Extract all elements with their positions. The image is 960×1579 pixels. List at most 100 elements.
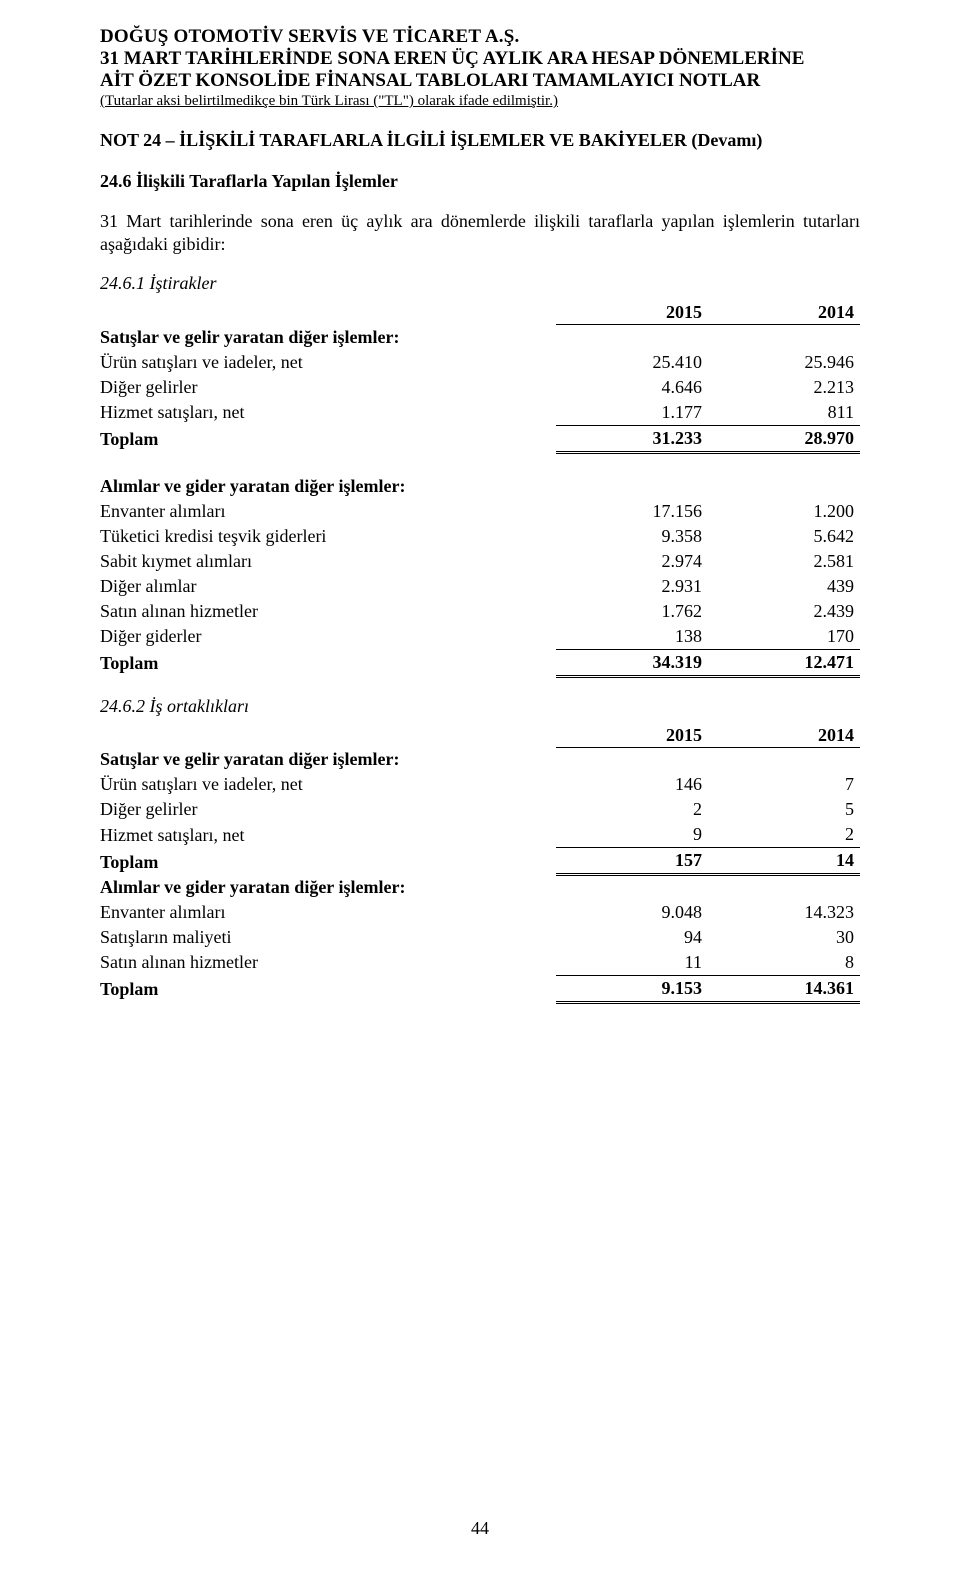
cell-label: Hizmet satışları, net [100, 822, 556, 848]
cell-label: Diğer alımlar [100, 574, 556, 599]
table-2: 2015 2014 Satışlar ve gelir yaratan diğe… [100, 723, 860, 1004]
table-1-purch-head: Alımlar ve gider yaratan diğer işlemler: [100, 474, 860, 499]
header-line-3: AİT ÖZET KONSOLİDE FİNANSAL TABLOLARI TA… [100, 70, 860, 92]
document-header: DOĞUŞ OTOMOTİV SERVİS VE TİCARET A.Ş. 31… [100, 26, 860, 110]
table-row: Satın alınan hizmetler 1.762 2.439 [100, 599, 860, 624]
table-row: Envanter alımları 17.156 1.200 [100, 499, 860, 524]
page-number: 44 [0, 1518, 960, 1539]
cell-value: 1.177 [556, 400, 708, 426]
cell-value: 2 [556, 797, 708, 822]
table-row: Diğer alımlar 2.931 439 [100, 574, 860, 599]
cell-value: 2.439 [708, 599, 860, 624]
table-row: Tüketici kredisi teşvik giderleri 9.358 … [100, 524, 860, 549]
table-1-heading: 24.6.1 İştirakler [100, 273, 860, 294]
cell-label: Envanter alımları [100, 499, 556, 524]
table-row: Satışların maliyeti 94 30 [100, 925, 860, 950]
cell-value: 170 [708, 624, 860, 650]
cell-value: 1.200 [708, 499, 860, 524]
cell-label: Hizmet satışları, net [100, 400, 556, 426]
note-24-title: NOT 24 – İLİŞKİLİ TARAFLARLA İLGİLİ İŞLE… [100, 130, 860, 151]
cell-value: 4.646 [556, 375, 708, 400]
cell-value: 14.323 [708, 900, 860, 925]
cell-value: 146 [556, 772, 708, 797]
table-row: Satın alınan hizmetler 11 8 [100, 950, 860, 976]
cell-label: Diğer gelirler [100, 797, 556, 822]
table-2-sales-total: Toplam 157 14 [100, 848, 860, 875]
table-2-year-2: 2014 [708, 723, 860, 748]
cell-value: 14 [708, 848, 860, 875]
cell-label: Satın alınan hizmetler [100, 599, 556, 624]
cell-label: Toplam [100, 425, 556, 452]
cell-label: Envanter alımları [100, 900, 556, 925]
cell-value: 17.156 [556, 499, 708, 524]
table-2-year-1: 2015 [556, 723, 708, 748]
cell-value: 2.581 [708, 549, 860, 574]
sub-24-6-body: 31 Mart tarihlerinde sona eren üç aylık … [100, 210, 860, 255]
table-1-year-2: 2014 [708, 300, 860, 325]
table-row: Envanter alımları 9.048 14.323 [100, 900, 860, 925]
cell-value: 25.946 [708, 350, 860, 375]
cell-value: 9.048 [556, 900, 708, 925]
cell-value: 34.319 [556, 649, 708, 676]
cell-value: 5 [708, 797, 860, 822]
cell-value: 14.361 [708, 975, 860, 1002]
table-row: Hizmet satışları, net 1.177 811 [100, 400, 860, 426]
cell-label: Ürün satışları ve iadeler, net [100, 772, 556, 797]
cell-value: 94 [556, 925, 708, 950]
cell-label: Tüketici kredisi teşvik giderleri [100, 524, 556, 549]
table-2-purch-head: Alımlar ve gider yaratan diğer işlemler: [100, 875, 860, 900]
table-2-sales-head: Satışlar ve gelir yaratan diğer işlemler… [100, 747, 860, 772]
company-name: DOĞUŞ OTOMOTİV SERVİS VE TİCARET A.Ş. [100, 26, 860, 48]
table-row: Ürün satışları ve iadeler, net 25.410 25… [100, 350, 860, 375]
table-1: 2015 2014 Satışlar ve gelir yaratan diğe… [100, 300, 860, 678]
table-row: Diğer giderler 138 170 [100, 624, 860, 650]
cell-label: Satışların maliyeti [100, 925, 556, 950]
cell-value: 2.213 [708, 375, 860, 400]
table-2-year-row: 2015 2014 [100, 723, 860, 748]
cell-label: Toplam [100, 848, 556, 875]
cell-value: 811 [708, 400, 860, 426]
cell-value: 2.974 [556, 549, 708, 574]
currency-note: (Tutarlar aksi belirtilmedikçe bin Türk … [100, 93, 860, 110]
table-1-purch-head-label: Alımlar ve gider yaratan diğer işlemler: [100, 474, 556, 499]
table-2-sales-head-label: Satışlar ve gelir yaratan diğer işlemler… [100, 747, 556, 772]
table-2-heading: 24.6.2 İş ortaklıkları [100, 696, 860, 717]
table-row: Sabit kıymet alımları 2.974 2.581 [100, 549, 860, 574]
table-1-year-row: 2015 2014 [100, 300, 860, 325]
sub-24-6-title: 24.6 İlişkili Taraflarla Yapılan İşlemle… [100, 171, 860, 192]
cell-value: 439 [708, 574, 860, 599]
cell-value: 157 [556, 848, 708, 875]
table-row: Diğer gelirler 2 5 [100, 797, 860, 822]
cell-value: 5.642 [708, 524, 860, 549]
cell-value: 8 [708, 950, 860, 976]
page: DOĞUŞ OTOMOTİV SERVİS VE TİCARET A.Ş. 31… [0, 0, 960, 1579]
table-1-year-1: 2015 [556, 300, 708, 325]
cell-value: 11 [556, 950, 708, 976]
table-row: Hizmet satışları, net 9 2 [100, 822, 860, 848]
cell-value: 2 [708, 822, 860, 848]
cell-value: 28.970 [708, 425, 860, 452]
cell-value: 138 [556, 624, 708, 650]
cell-label: Ürün satışları ve iadeler, net [100, 350, 556, 375]
cell-label: Satın alınan hizmetler [100, 950, 556, 976]
cell-value: 1.762 [556, 599, 708, 624]
cell-label: Diğer giderler [100, 624, 556, 650]
table-row: Diğer gelirler 4.646 2.213 [100, 375, 860, 400]
cell-value: 31.233 [556, 425, 708, 452]
cell-value: 2.931 [556, 574, 708, 599]
cell-label: Sabit kıymet alımları [100, 549, 556, 574]
table-1-sales-head: Satışlar ve gelir yaratan diğer işlemler… [100, 325, 860, 350]
table-1-purch-total: Toplam 34.319 12.471 [100, 649, 860, 676]
table-row: Ürün satışları ve iadeler, net 146 7 [100, 772, 860, 797]
cell-value: 9.358 [556, 524, 708, 549]
cell-value: 30 [708, 925, 860, 950]
table-1-sales-total: Toplam 31.233 28.970 [100, 425, 860, 452]
table-2-purch-total: Toplam 9.153 14.361 [100, 975, 860, 1002]
cell-value: 9 [556, 822, 708, 848]
header-line-2: 31 MART TARİHLERİNDE SONA EREN ÜÇ AYLIK … [100, 48, 860, 70]
cell-label: Toplam [100, 649, 556, 676]
cell-label: Diğer gelirler [100, 375, 556, 400]
table-2-purch-head-label: Alımlar ve gider yaratan diğer işlemler: [100, 875, 556, 900]
cell-value: 25.410 [556, 350, 708, 375]
cell-value: 12.471 [708, 649, 860, 676]
